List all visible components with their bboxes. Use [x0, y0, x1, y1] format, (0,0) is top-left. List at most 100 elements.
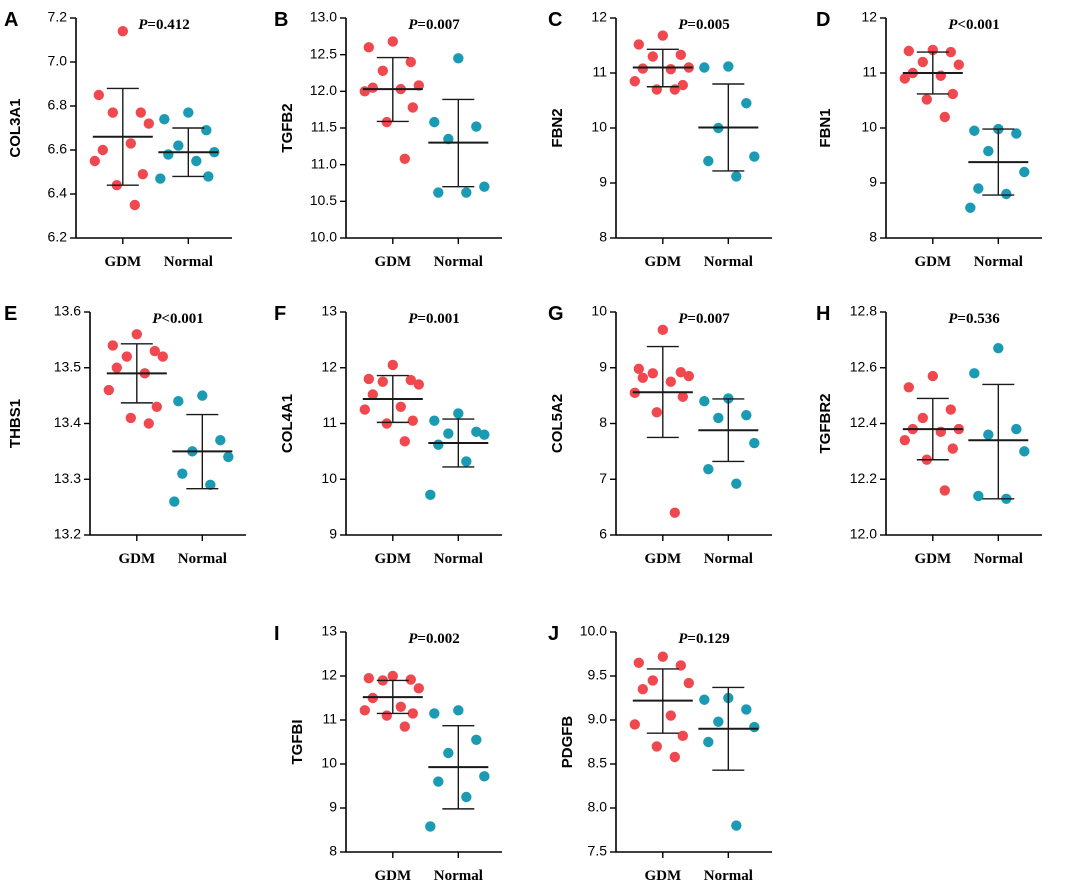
data-point-normal: [425, 821, 436, 832]
data-point-normal: [429, 708, 440, 719]
y-tick-label: 12.8: [850, 303, 877, 319]
y-tick-label: 10: [321, 755, 337, 771]
data-point-gdm: [151, 401, 162, 412]
data-point-gdm: [629, 719, 640, 730]
data-point-gdm: [363, 42, 374, 53]
y-tick-label: 12.6: [850, 358, 877, 374]
y-tick-label: 12: [321, 358, 337, 374]
data-point-normal: [749, 721, 760, 733]
data-point-gdm: [121, 351, 132, 362]
data-point-gdm: [665, 63, 676, 75]
panel-letter-b: B: [274, 9, 288, 31]
data-point-gdm: [387, 359, 398, 371]
data-point-gdm: [407, 415, 418, 426]
data-point-gdm: [405, 674, 416, 685]
data-point-gdm: [899, 435, 910, 446]
x-tick-label-normal: Normal: [178, 551, 227, 567]
y-tick-label: 10: [321, 470, 337, 486]
y-tick-label: 10: [591, 119, 607, 135]
data-point-gdm: [675, 367, 686, 378]
y-axis-label: TGFBI: [289, 720, 306, 765]
data-point-gdm: [377, 65, 388, 77]
data-point-gdm: [413, 80, 424, 91]
data-point-normal: [173, 396, 184, 407]
data-point-gdm: [637, 684, 648, 695]
x-tick-label-gdm: GDM: [914, 551, 951, 567]
x-tick-label-gdm: GDM: [118, 551, 155, 567]
y-tick-label: 13.6: [54, 303, 81, 319]
y-tick-label: 11: [592, 64, 607, 80]
data-point-gdm: [395, 701, 406, 712]
data-point-normal: [453, 705, 464, 716]
data-point-normal: [703, 464, 714, 475]
y-tick-label: 10: [861, 119, 877, 135]
y-tick-label: 8.5: [588, 755, 608, 771]
y-tick-label: 8: [329, 843, 337, 859]
y-tick-label: 12.0: [850, 526, 877, 542]
data-point-gdm: [903, 45, 914, 57]
data-point-normal: [731, 478, 742, 489]
data-point-normal: [429, 116, 440, 128]
y-tick-label: 8: [599, 229, 607, 245]
panel-h: H TGFBR2 12.0 12.2 12.4 12.6 12.8 GDM Normal P=0.…: [816, 303, 1042, 567]
x-tick-label-normal: Normal: [164, 254, 213, 270]
data-point-gdm: [657, 651, 668, 662]
x-tick-label-normal: Normal: [704, 868, 753, 881]
data-point-normal: [471, 426, 482, 438]
panel-i: I TGFBI 8 9 10 11 12 13 GDM Normal P=0.002: [274, 623, 502, 881]
panel-letter-d: D: [816, 9, 830, 31]
x-tick-label-gdm: GDM: [644, 254, 681, 270]
data-point-gdm: [669, 84, 680, 95]
p-value-annotation: P=0.007: [408, 17, 460, 33]
x-tick-label-normal: Normal: [704, 551, 753, 567]
panel-letter-g: G: [548, 303, 564, 325]
panel-e: E THBS1 13.2 13.3 13.4 13.5 13.6 GDM Normal P<0.0…: [4, 303, 246, 567]
data-point-normal: [201, 125, 212, 136]
x-tick-label-gdm: GDM: [914, 254, 951, 270]
data-point-normal: [479, 771, 490, 782]
data-point-gdm: [381, 418, 392, 429]
data-point-normal: [443, 747, 454, 759]
y-axis-label: PDGFB: [559, 716, 576, 769]
y-tick-label: 13.2: [54, 526, 81, 542]
x-tick-label-gdm: GDM: [374, 551, 411, 567]
data-point-gdm: [647, 675, 658, 686]
data-point-gdm: [633, 657, 644, 668]
y-tick-label: 7.0: [48, 53, 68, 69]
x-tick-label-gdm: GDM: [374, 868, 411, 881]
data-point-gdm: [107, 107, 119, 118]
data-point-gdm: [399, 436, 410, 447]
y-tick-label: 6.4: [48, 185, 68, 201]
data-point-normal: [713, 716, 724, 727]
data-point-gdm: [413, 379, 424, 390]
p-value-annotation: P=0.129: [678, 631, 729, 647]
y-tick-label: 8.0: [588, 799, 608, 815]
data-point-gdm: [675, 49, 686, 61]
y-tick-label: 8: [869, 229, 877, 245]
y-tick-label: 12.0: [310, 82, 337, 98]
y-tick-label: 11: [322, 711, 337, 727]
data-point-gdm: [359, 404, 370, 415]
y-tick-label: 9.5: [588, 667, 608, 683]
data-point-normal: [433, 187, 444, 198]
panel-letter-e: E: [4, 303, 17, 325]
data-point-gdm: [125, 412, 136, 424]
y-axis-label: FBN1: [817, 108, 834, 147]
x-tick-label-normal: Normal: [974, 551, 1023, 567]
y-axis-label: COL3A1: [7, 98, 24, 157]
data-point-normal: [453, 408, 464, 419]
data-point-normal: [433, 776, 444, 787]
data-point-normal: [969, 368, 980, 379]
data-point-normal: [461, 791, 472, 803]
data-point-gdm: [637, 372, 648, 383]
y-axis-label: THBS1: [7, 399, 24, 448]
data-point-normal: [741, 409, 752, 421]
data-point-gdm: [111, 362, 123, 373]
data-point-normal: [741, 98, 752, 109]
data-point-gdm: [651, 407, 662, 418]
data-point-normal: [703, 736, 714, 748]
y-tick-label: 12.2: [850, 470, 877, 486]
data-point-gdm: [939, 485, 950, 496]
data-point-normal: [965, 202, 976, 213]
